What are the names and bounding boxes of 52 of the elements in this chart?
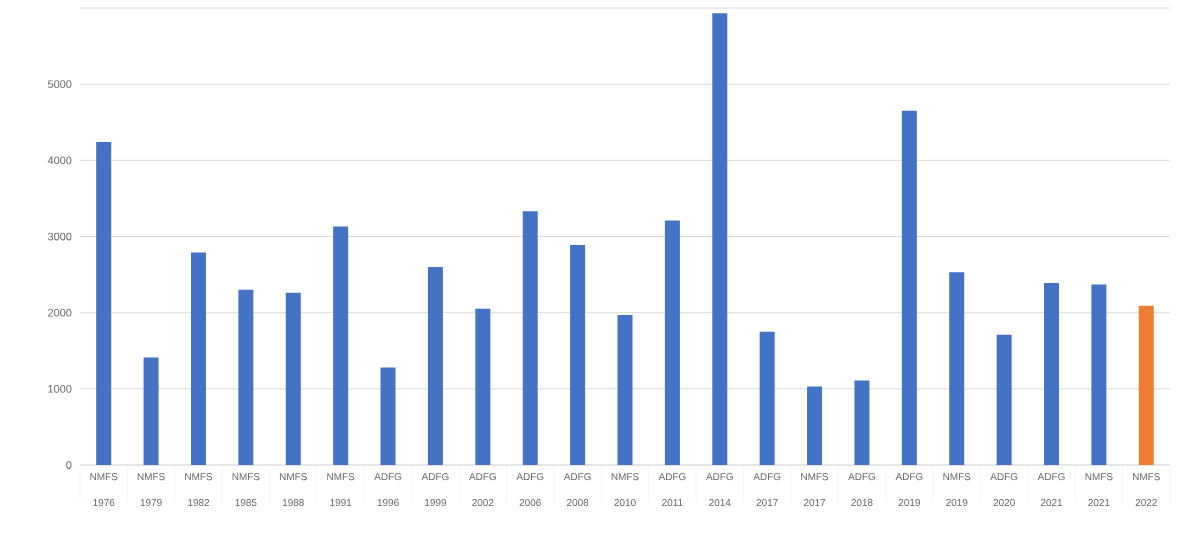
bar xyxy=(475,308,491,465)
bar xyxy=(759,331,775,465)
bar xyxy=(712,13,728,465)
bar xyxy=(333,226,349,465)
bar xyxy=(1044,282,1060,465)
category-label: NMFS 1988 xyxy=(279,473,307,507)
category-label: ADFG 2014 xyxy=(705,473,733,507)
bar xyxy=(807,386,823,465)
bar xyxy=(570,244,586,465)
category-label: NMFS 2022 xyxy=(1132,473,1160,507)
y-tick-label: 3000 xyxy=(47,232,72,241)
bar xyxy=(901,110,917,465)
bar xyxy=(617,314,633,465)
category-label: NMFS 1982 xyxy=(185,473,213,507)
category-label: ADFG 2017 xyxy=(753,473,781,507)
bar xyxy=(96,142,112,465)
category-label: NMFS 1976 xyxy=(90,473,118,507)
category-label: ADFG 1999 xyxy=(421,473,449,507)
bar xyxy=(380,367,396,465)
category-label: ADFG 2019 xyxy=(895,473,923,507)
bar xyxy=(1091,284,1107,465)
y-tick-label: 0 xyxy=(66,461,72,469)
bar xyxy=(427,266,443,465)
category-label: ADFG 1996 xyxy=(374,473,402,507)
bar xyxy=(522,211,538,465)
category-label: NMFS 2010 xyxy=(611,473,639,507)
category-label: ADFG 2002 xyxy=(469,473,496,507)
bar xyxy=(854,380,870,465)
bar xyxy=(143,357,159,465)
category-label: NMFS 1985 xyxy=(232,473,260,507)
category-label: NMFS 2017 xyxy=(801,473,829,507)
category-label: ADFG 2006 xyxy=(516,473,544,507)
y-tick-label: 4000 xyxy=(47,156,72,165)
category-label: NMFS 2019 xyxy=(943,473,971,507)
y-tick-label: 5000 xyxy=(47,80,72,89)
bar xyxy=(238,289,254,465)
y-tick-label: 1000 xyxy=(48,384,72,393)
bar xyxy=(285,292,301,465)
bar xyxy=(949,272,965,465)
category-label: ADFG 2011 xyxy=(658,473,686,507)
category-label: ADFG 2021 xyxy=(1037,473,1065,507)
bar xyxy=(996,334,1012,465)
bar xyxy=(190,252,206,465)
category-label: NMFS 1979 xyxy=(137,473,165,507)
category-label: NMFS 1991 xyxy=(327,473,355,507)
category-label: ADFG 2020 xyxy=(990,473,1018,507)
bar xyxy=(664,220,680,465)
category-label: NMFS 2021 xyxy=(1085,473,1113,507)
category-label: ADFG 2008 xyxy=(563,473,591,507)
category-label: ADFG 2018 xyxy=(848,473,876,507)
y-tick-label: 2000 xyxy=(48,308,72,317)
bar xyxy=(1138,305,1154,465)
